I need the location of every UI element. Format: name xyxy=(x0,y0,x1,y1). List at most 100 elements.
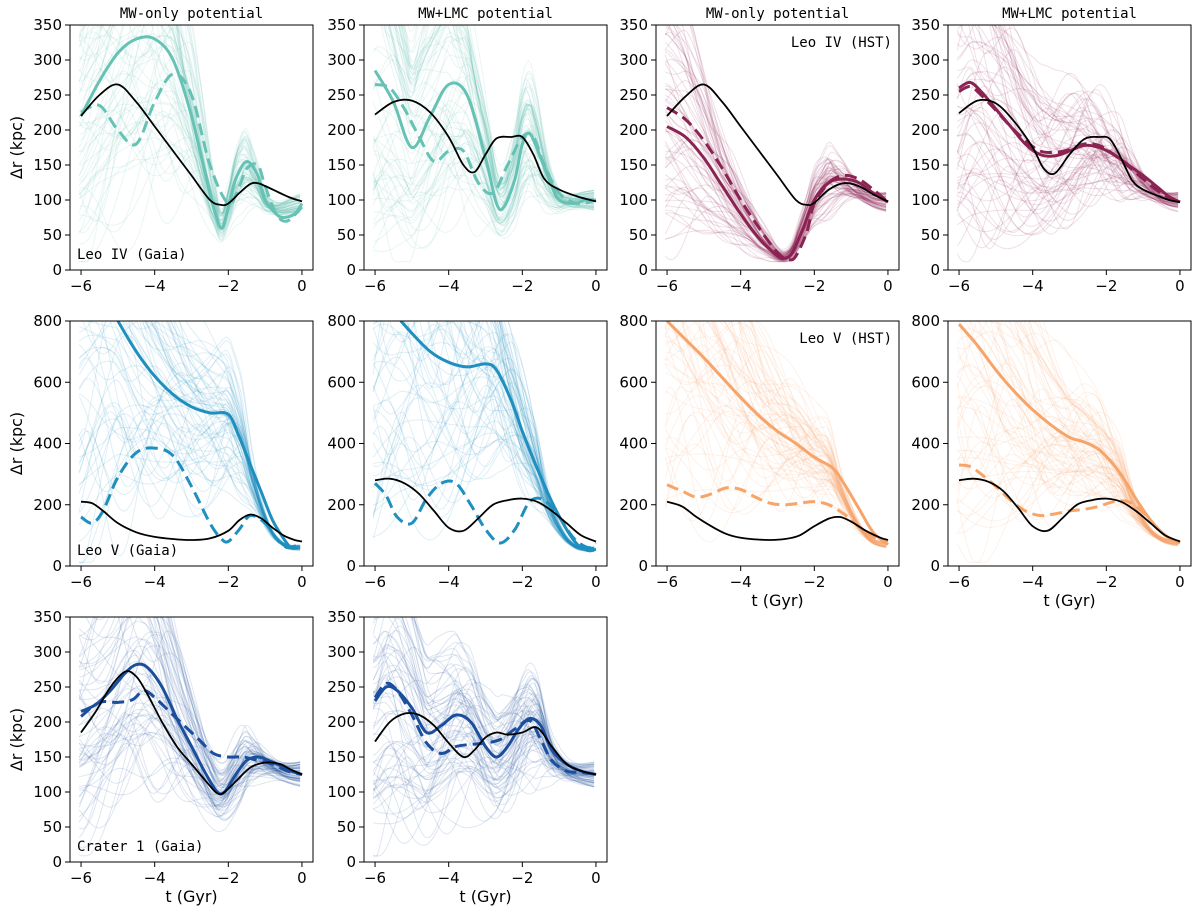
x-tick-label: 0 xyxy=(591,277,601,295)
x-tick-label: −6 xyxy=(70,869,92,887)
y-tick-label: 250 xyxy=(327,678,356,696)
dataset-label: Leo V (Gaia) xyxy=(77,543,178,559)
x-tick-label: −4 xyxy=(144,573,166,591)
y-tick-label: 0 xyxy=(346,853,356,871)
y-tick-label: 300 xyxy=(911,51,940,69)
x-tick-label: −4 xyxy=(144,869,166,887)
y-tick-label: 400 xyxy=(619,435,648,453)
y-tick-label: 400 xyxy=(327,435,356,453)
y-tick-label: 0 xyxy=(52,261,62,279)
y-tick-label: 250 xyxy=(33,678,62,696)
y-tick-label: 150 xyxy=(911,156,940,174)
y-tick-label: 100 xyxy=(911,191,940,209)
y-tick-label: 0 xyxy=(52,557,62,575)
y-tick-label: 200 xyxy=(619,121,648,139)
y-tick-label: 200 xyxy=(911,121,940,139)
x-tick-label: −4 xyxy=(438,573,460,591)
panel-title: MW-only potential xyxy=(706,6,849,22)
x-tick-label: −2 xyxy=(511,277,533,295)
y-tick-label: 300 xyxy=(33,643,62,661)
x-tick-label: −2 xyxy=(511,573,533,591)
x-tick-label: −4 xyxy=(1022,277,1044,295)
y-tick-label: 800 xyxy=(911,312,940,330)
y-tick-label: 350 xyxy=(33,16,62,34)
y-axis-label: Δr (kpc) xyxy=(7,708,26,771)
y-tick-label: 200 xyxy=(327,713,356,731)
x-tick-label: −4 xyxy=(438,277,460,295)
x-axis-label: t (Gyr) xyxy=(751,591,803,610)
x-tick-label: −6 xyxy=(70,277,92,295)
y-tick-label: 350 xyxy=(33,608,62,626)
y-tick-label: 100 xyxy=(327,783,356,801)
y-tick-label: 300 xyxy=(327,51,356,69)
y-tick-label: 0 xyxy=(638,557,648,575)
y-tick-label: 350 xyxy=(911,16,940,34)
x-tick-label: −6 xyxy=(364,277,386,295)
x-tick-label: −6 xyxy=(948,277,970,295)
panel-title: MW-only potential xyxy=(120,6,263,22)
y-tick-label: 600 xyxy=(911,373,940,391)
x-tick-label: −2 xyxy=(1095,277,1117,295)
y-tick-label: 50 xyxy=(43,818,62,836)
y-tick-label: 200 xyxy=(327,496,356,514)
y-tick-label: 400 xyxy=(911,435,940,453)
panel-title: MW+LMC potential xyxy=(418,6,553,22)
y-tick-label: 250 xyxy=(327,86,356,104)
y-tick-label: 300 xyxy=(33,51,62,69)
y-axis-label: Δr (kpc) xyxy=(7,412,26,475)
y-tick-label: 350 xyxy=(327,16,356,34)
x-tick-label: 0 xyxy=(591,573,601,591)
y-tick-label: 400 xyxy=(33,435,62,453)
x-axis-label: t (Gyr) xyxy=(459,887,511,906)
y-tick-label: 800 xyxy=(619,312,648,330)
y-tick-label: 200 xyxy=(619,496,648,514)
x-tick-label: 0 xyxy=(1175,277,1185,295)
x-tick-label: 0 xyxy=(297,869,307,887)
y-tick-label: 0 xyxy=(930,261,940,279)
y-tick-label: 0 xyxy=(346,261,356,279)
y-tick-label: 300 xyxy=(619,51,648,69)
x-tick-label: 0 xyxy=(883,277,893,295)
y-tick-label: 350 xyxy=(619,16,648,34)
y-tick-label: 0 xyxy=(52,853,62,871)
x-tick-label: −4 xyxy=(730,573,752,591)
x-tick-label: −6 xyxy=(656,573,678,591)
y-tick-label: 200 xyxy=(33,121,62,139)
y-tick-label: 0 xyxy=(346,557,356,575)
y-tick-label: 200 xyxy=(327,121,356,139)
y-tick-label: 250 xyxy=(911,86,940,104)
x-tick-label: −2 xyxy=(803,573,825,591)
x-tick-label: −2 xyxy=(217,869,239,887)
x-tick-label: −2 xyxy=(217,277,239,295)
x-tick-label: 0 xyxy=(297,573,307,591)
x-tick-label: −2 xyxy=(511,869,533,887)
y-tick-label: 800 xyxy=(33,312,62,330)
y-tick-label: 150 xyxy=(619,156,648,174)
y-tick-label: 600 xyxy=(619,373,648,391)
x-axis-label: t (Gyr) xyxy=(1043,591,1095,610)
dataset-label: Leo IV (Gaia) xyxy=(77,247,187,263)
x-tick-label: −6 xyxy=(656,277,678,295)
y-tick-label: 0 xyxy=(930,557,940,575)
y-tick-label: 100 xyxy=(327,191,356,209)
y-axis-label: Δr (kpc) xyxy=(7,116,26,179)
y-tick-label: 0 xyxy=(638,261,648,279)
y-tick-label: 150 xyxy=(327,156,356,174)
y-tick-label: 600 xyxy=(327,373,356,391)
x-tick-label: −2 xyxy=(217,573,239,591)
y-tick-label: 800 xyxy=(327,312,356,330)
panel-title: MW+LMC potential xyxy=(1002,6,1137,22)
y-tick-label: 50 xyxy=(337,226,356,244)
y-tick-label: 100 xyxy=(33,783,62,801)
dataset-label: Leo IV (HST) xyxy=(791,35,892,51)
y-tick-label: 250 xyxy=(33,86,62,104)
y-tick-label: 300 xyxy=(327,643,356,661)
y-tick-label: 50 xyxy=(337,818,356,836)
y-tick-label: 200 xyxy=(911,496,940,514)
x-tick-label: −6 xyxy=(364,869,386,887)
y-tick-label: 150 xyxy=(33,748,62,766)
y-tick-label: 100 xyxy=(619,191,648,209)
y-tick-label: 350 xyxy=(327,608,356,626)
